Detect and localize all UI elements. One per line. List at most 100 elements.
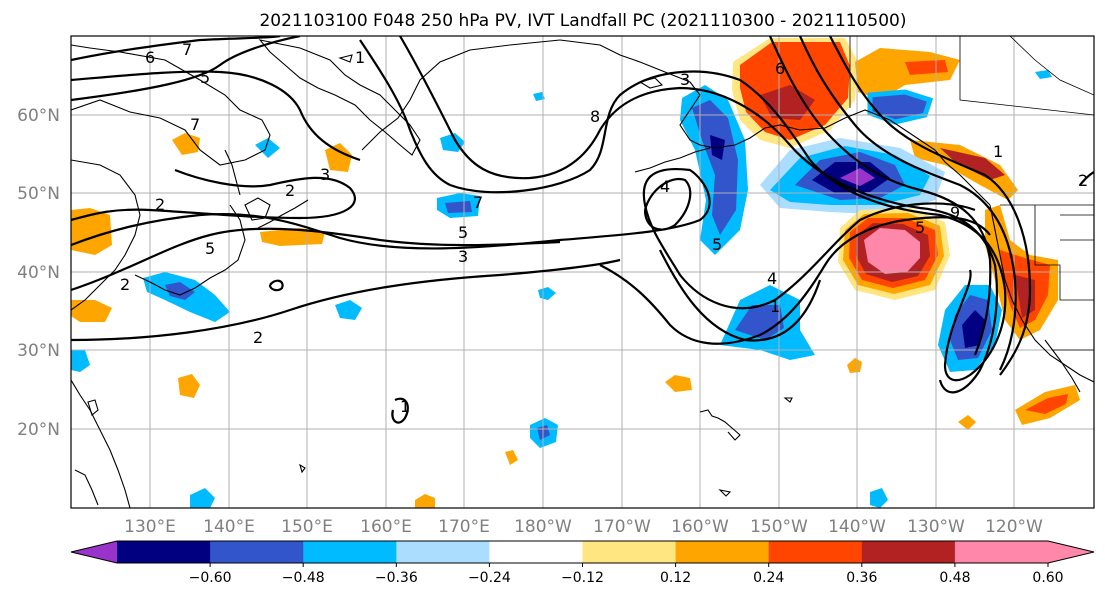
coast-kuriles (257, 199, 309, 229)
ivt-negative-west-bottom (190, 488, 215, 508)
colorbar-segment (210, 541, 304, 563)
contour-label: 4 (767, 269, 777, 288)
contour-label: 2 (253, 328, 263, 347)
colorbar-tick-label: −0.24 (468, 570, 511, 586)
colorbar-tick-label: 0.60 (1032, 570, 1063, 586)
ivt-negative-japan-core (165, 282, 195, 300)
border-us-states-a (1034, 205, 1094, 301)
ivt-negative-kamchatka (255, 138, 280, 158)
figure-title: 2021103100 F048 250 hPa PV, IVT Landfall… (259, 11, 906, 31)
colorbar-ticks: −0.60 −0.48 −0.36 −0.24 −0.12 0.12 0.24 0.36 0.4… (189, 563, 1064, 586)
ivt-negative-subtropical-core (735, 305, 784, 340)
ivt-negative-coast-inner (962, 310, 985, 348)
pv-contour-5 (71, 167, 976, 310)
coast-north-america-west (989, 204, 1094, 383)
pv-contour-10 (599, 216, 991, 345)
pv-contour-9 (399, 36, 998, 394)
colorbar-tick-label: −0.60 (189, 570, 232, 586)
coast-sakhalin (224, 149, 241, 196)
coast-island-small-d (783, 397, 793, 403)
contour-label: 8 (590, 107, 600, 126)
contour-label: 3 (680, 70, 690, 89)
contour-label: 7 (473, 193, 483, 212)
contour-label: 6 (775, 59, 785, 78)
contour-label: 2 (120, 275, 130, 294)
colorbar-segment (675, 541, 770, 563)
lon-label: 170°E (438, 517, 490, 537)
ivt-positive-main-max (864, 228, 920, 274)
colorbar-tick-label: −0.12 (561, 570, 604, 586)
coast-island-small-b (718, 489, 732, 497)
ivt-positive-southeast-core (1025, 394, 1068, 414)
contour-label: 1 (993, 142, 1003, 161)
pv-contour-1 (71, 36, 301, 102)
colorbar-outline (70, 540, 1095, 564)
ivt-negative-west-low (71, 350, 90, 372)
lat-label: 60°N (17, 106, 60, 126)
contour-label: 5 (915, 218, 925, 237)
pv-contours (71, 36, 1094, 424)
ivt-positive-top-right-core (905, 60, 948, 75)
colorbar-segment (768, 541, 863, 563)
pv-contour-7 (71, 227, 561, 292)
coast-kamchatka (361, 39, 561, 151)
border-bc (1009, 36, 1094, 96)
lon-label: 130°E (124, 517, 176, 537)
colorbar-extend-min (71, 541, 117, 563)
lon-label: 170°W (593, 517, 651, 537)
coast-japan (134, 204, 246, 296)
colorbar-tick-label: 0.12 (660, 570, 691, 586)
lon-label: 140°E (203, 517, 255, 537)
colorbar-segments (117, 541, 1049, 563)
ivt-positive-small-b (847, 358, 862, 373)
pv-contour-12 (768, 36, 992, 356)
ivt-positive-kamchatka (325, 143, 352, 172)
latitude-labels: 60°N 50°N 40°N 30°N 20°N (17, 106, 60, 440)
coast-island-small-c (299, 463, 306, 474)
pv-contour-4 (71, 168, 356, 222)
lon-label: 160°W (671, 517, 729, 537)
lon-label: 140°W (828, 517, 886, 537)
contour-label: 4 (660, 177, 670, 196)
colorbar-tick-label: 0.48 (939, 570, 970, 586)
map-panel: 7 6 5 7 2 2 5 2 1 3 8 7 5 3 4 5 4 1 6 9 … (17, 35, 1095, 537)
ivt-negative-north-center (533, 92, 545, 101)
contour-label: 5 (712, 235, 722, 254)
coast-china-south (71, 379, 131, 508)
lon-label: 180°W (514, 517, 572, 537)
coastlines (71, 39, 1094, 508)
ivt-positive-japan-north (172, 133, 200, 155)
pv-contour-2 (71, 36, 281, 62)
colorbar-tick-label: 0.36 (846, 570, 877, 586)
ivt-positive-small-c (958, 415, 976, 430)
colorbar: −0.60 −0.48 −0.36 −0.24 −0.12 0.12 0.24 0.36 0.4… (70, 540, 1095, 586)
ivt-negative-mid-a (335, 300, 362, 320)
lon-label: 130°W (907, 517, 965, 537)
pv-contour-18 (268, 279, 284, 292)
colorbar-extend-max (1048, 541, 1094, 563)
colorbar-segment (489, 541, 583, 563)
colorbar-segment (117, 541, 211, 563)
ivt-positive-bc-coast-core (940, 148, 1005, 180)
pv-contour-3 (71, 70, 361, 162)
contour-label: 5 (458, 223, 468, 242)
ivt-positive-japan (260, 228, 325, 246)
coast-philippines (74, 469, 99, 506)
colorbar-segment (954, 541, 1049, 563)
pv-contour-16 (643, 177, 692, 231)
contour-label: 3 (458, 247, 468, 266)
coast-korea-china (71, 159, 141, 311)
contour-label: 1 (355, 48, 365, 67)
lat-label: 20°N (17, 420, 60, 440)
longitude-labels: 130°E 140°E 150°E 160°E 170°E 180°W 170°… (124, 517, 1043, 537)
contour-label: 9 (950, 203, 960, 222)
pv-contour-6 (71, 258, 621, 342)
coast-chukotka (559, 39, 701, 96)
ivt-positive-bottom-edge (415, 494, 435, 508)
lat-label: 30°N (17, 341, 60, 361)
contour-label: 7 (182, 40, 192, 59)
colorbar-tick-label: −0.48 (282, 570, 325, 586)
colorbar-segment (303, 541, 397, 563)
lon-label: 150°W (750, 517, 808, 537)
